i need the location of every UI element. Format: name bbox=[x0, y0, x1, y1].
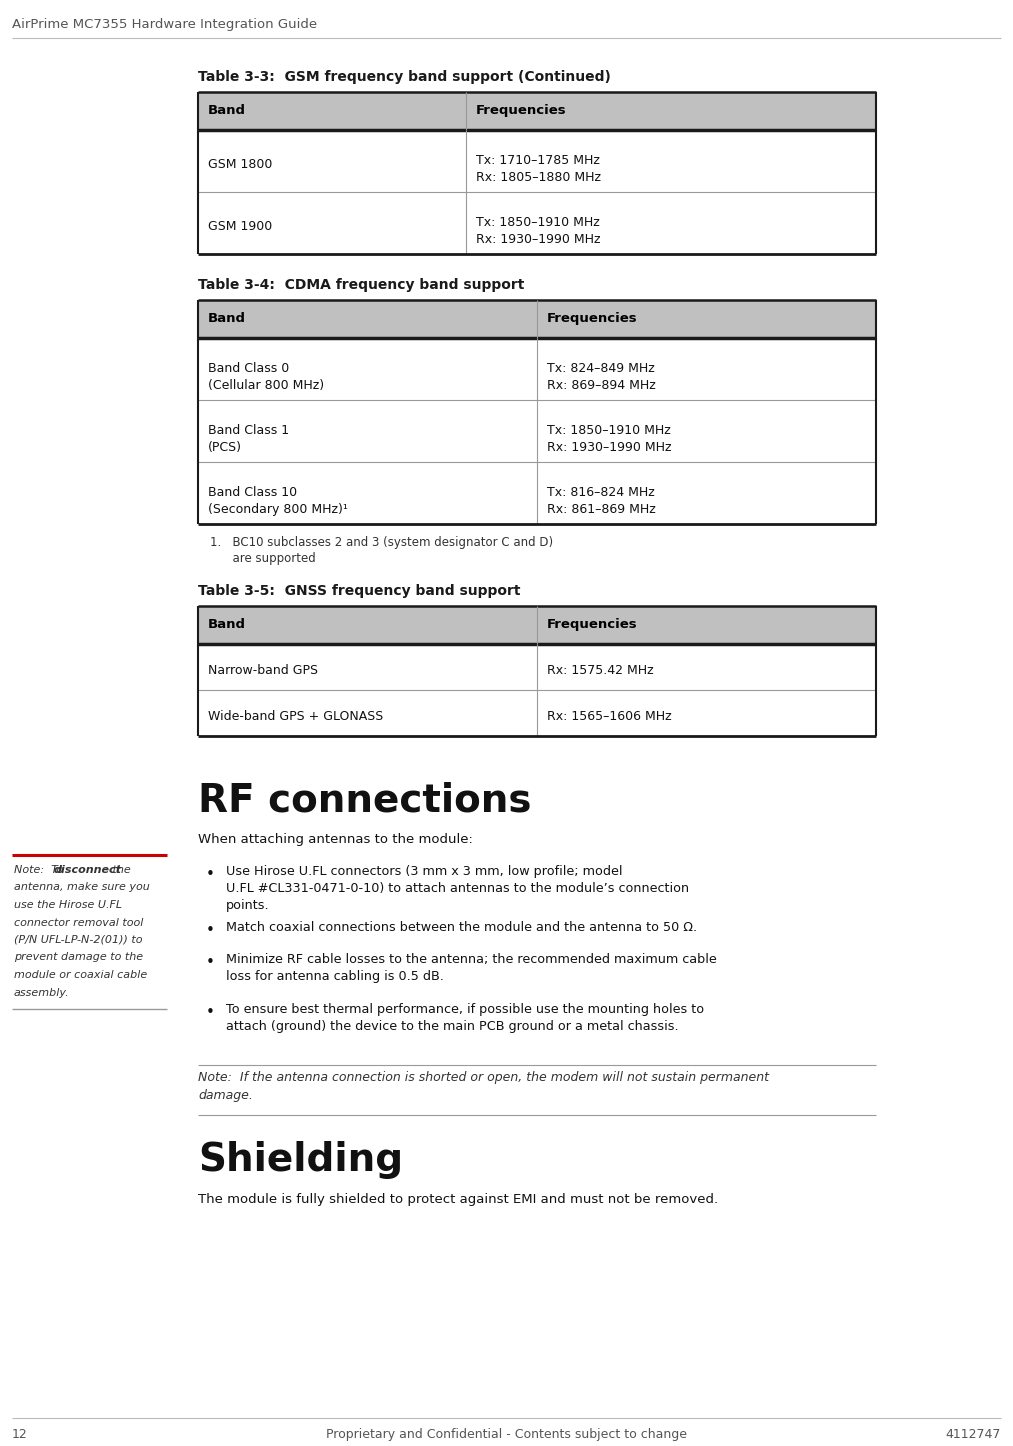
Bar bbox=[198, 643, 876, 690]
Text: Band: Band bbox=[208, 312, 246, 325]
Text: Rx: 1565–1606 MHz: Rx: 1565–1606 MHz bbox=[547, 710, 672, 723]
Text: Rx: 1575.42 MHz: Rx: 1575.42 MHz bbox=[547, 664, 653, 677]
Bar bbox=[198, 606, 876, 643]
Text: Band: Band bbox=[208, 617, 246, 630]
Text: Band Class 0
(Cellular 800 MHz): Band Class 0 (Cellular 800 MHz) bbox=[208, 362, 324, 392]
Text: •: • bbox=[206, 923, 215, 938]
Text: When attaching antennas to the module:: When attaching antennas to the module: bbox=[198, 833, 473, 846]
Text: Band: Band bbox=[208, 104, 246, 117]
Bar bbox=[198, 401, 876, 463]
Text: The module is fully shielded to protect against EMI and must not be removed.: The module is fully shielded to protect … bbox=[198, 1193, 718, 1206]
Text: the: the bbox=[109, 865, 131, 875]
Bar bbox=[198, 338, 876, 401]
Text: Wide-band GPS + GLONASS: Wide-band GPS + GLONASS bbox=[208, 710, 383, 723]
Text: Table 3-4:  CDMA frequency band support: Table 3-4: CDMA frequency band support bbox=[198, 278, 525, 292]
Bar bbox=[198, 299, 876, 338]
Text: AirPrime MC7355 Hardware Integration Guide: AirPrime MC7355 Hardware Integration Gui… bbox=[12, 17, 317, 30]
Bar bbox=[198, 690, 876, 736]
Text: Minimize RF cable losses to the antenna; the recommended maximum cable
loss for : Minimize RF cable losses to the antenna;… bbox=[226, 953, 717, 983]
Text: RF connections: RF connections bbox=[198, 781, 532, 818]
Text: GSM 1800: GSM 1800 bbox=[208, 158, 272, 171]
Text: Shielding: Shielding bbox=[198, 1141, 403, 1178]
Text: Use Hirose U.FL connectors (3 mm x 3 mm, low profile; model
U.FL #CL331-0471-0-1: Use Hirose U.FL connectors (3 mm x 3 mm,… bbox=[226, 865, 689, 912]
Text: Note:  If the antenna connection is shorted or open, the modem will not sustain : Note: If the antenna connection is short… bbox=[198, 1071, 769, 1084]
Text: Tx: 824–849 MHz
Rx: 869–894 MHz: Tx: 824–849 MHz Rx: 869–894 MHz bbox=[547, 362, 655, 392]
Text: GSM 1900: GSM 1900 bbox=[208, 220, 272, 233]
Text: Match coaxial connections between the module and the antenna to 50 Ω.: Match coaxial connections between the mo… bbox=[226, 921, 697, 934]
Text: are supported: are supported bbox=[210, 552, 316, 565]
Bar bbox=[198, 130, 876, 192]
Text: use the Hirose U.FL: use the Hirose U.FL bbox=[14, 899, 123, 910]
Text: module or coaxial cable: module or coaxial cable bbox=[14, 970, 147, 980]
Bar bbox=[198, 192, 876, 254]
Text: Tx: 1710–1785 MHz
Rx: 1805–1880 MHz: Tx: 1710–1785 MHz Rx: 1805–1880 MHz bbox=[476, 155, 601, 184]
Text: 1.   BC10 subclasses 2 and 3 (system designator C and D): 1. BC10 subclasses 2 and 3 (system desig… bbox=[210, 536, 553, 549]
Text: damage.: damage. bbox=[198, 1089, 253, 1102]
Text: assembly.: assembly. bbox=[14, 988, 70, 998]
Text: Proprietary and Confidential - Contents subject to change: Proprietary and Confidential - Contents … bbox=[326, 1429, 687, 1442]
Text: 4112747: 4112747 bbox=[945, 1429, 1001, 1442]
Text: Tx: 1850–1910 MHz
Rx: 1930–1990 MHz: Tx: 1850–1910 MHz Rx: 1930–1990 MHz bbox=[476, 215, 601, 246]
Text: •: • bbox=[206, 868, 215, 882]
Text: antenna, make sure you: antenna, make sure you bbox=[14, 882, 150, 892]
Text: Note:  To: Note: To bbox=[14, 865, 67, 875]
Text: 12: 12 bbox=[12, 1429, 27, 1442]
Text: Table 3-3:  GSM frequency band support (Continued): Table 3-3: GSM frequency band support (C… bbox=[198, 69, 611, 84]
Text: (P/N UFL-LP-N-2(01)) to: (P/N UFL-LP-N-2(01)) to bbox=[14, 936, 143, 946]
Text: Band Class 10
(Secondary 800 MHz)¹: Band Class 10 (Secondary 800 MHz)¹ bbox=[208, 486, 347, 516]
Text: Tx: 1850–1910 MHz
Rx: 1930–1990 MHz: Tx: 1850–1910 MHz Rx: 1930–1990 MHz bbox=[547, 424, 672, 454]
Text: Tx: 816–824 MHz
Rx: 861–869 MHz: Tx: 816–824 MHz Rx: 861–869 MHz bbox=[547, 486, 655, 516]
Bar bbox=[198, 93, 876, 130]
Text: Frequencies: Frequencies bbox=[547, 617, 637, 630]
Text: disconnect: disconnect bbox=[54, 865, 122, 875]
Text: prevent damage to the: prevent damage to the bbox=[14, 953, 143, 963]
Text: •: • bbox=[206, 1005, 215, 1019]
Text: •: • bbox=[206, 954, 215, 970]
Text: To ensure best thermal performance, if possible use the mounting holes to
attach: To ensure best thermal performance, if p… bbox=[226, 1004, 704, 1032]
Text: Narrow-band GPS: Narrow-band GPS bbox=[208, 664, 318, 677]
Text: Frequencies: Frequencies bbox=[476, 104, 566, 117]
Bar bbox=[198, 463, 876, 523]
Text: Band Class 1
(PCS): Band Class 1 (PCS) bbox=[208, 424, 289, 454]
Text: connector removal tool: connector removal tool bbox=[14, 918, 144, 927]
Text: Frequencies: Frequencies bbox=[547, 312, 637, 325]
Text: Table 3-5:  GNSS frequency band support: Table 3-5: GNSS frequency band support bbox=[198, 584, 521, 599]
